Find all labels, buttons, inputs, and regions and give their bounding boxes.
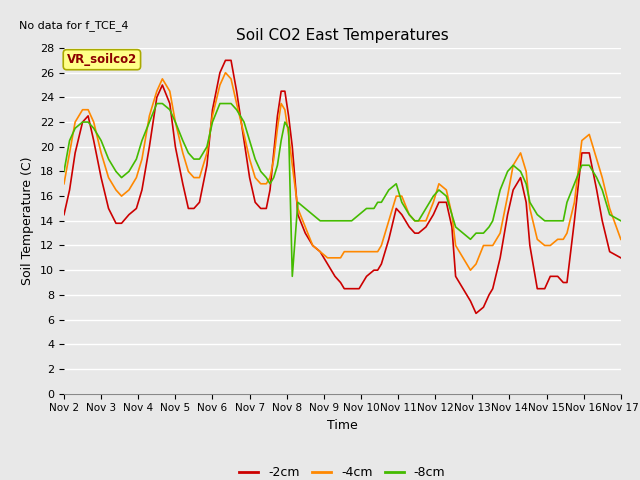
- Y-axis label: Soil Temperature (C): Soil Temperature (C): [22, 156, 35, 285]
- Legend: -2cm, -4cm, -8cm: -2cm, -4cm, -8cm: [234, 461, 451, 480]
- X-axis label: Time: Time: [327, 419, 358, 432]
- Text: No data for f_TCE_4: No data for f_TCE_4: [19, 20, 129, 31]
- Text: VR_soilco2: VR_soilco2: [67, 53, 137, 66]
- Title: Soil CO2 East Temperatures: Soil CO2 East Temperatures: [236, 28, 449, 43]
